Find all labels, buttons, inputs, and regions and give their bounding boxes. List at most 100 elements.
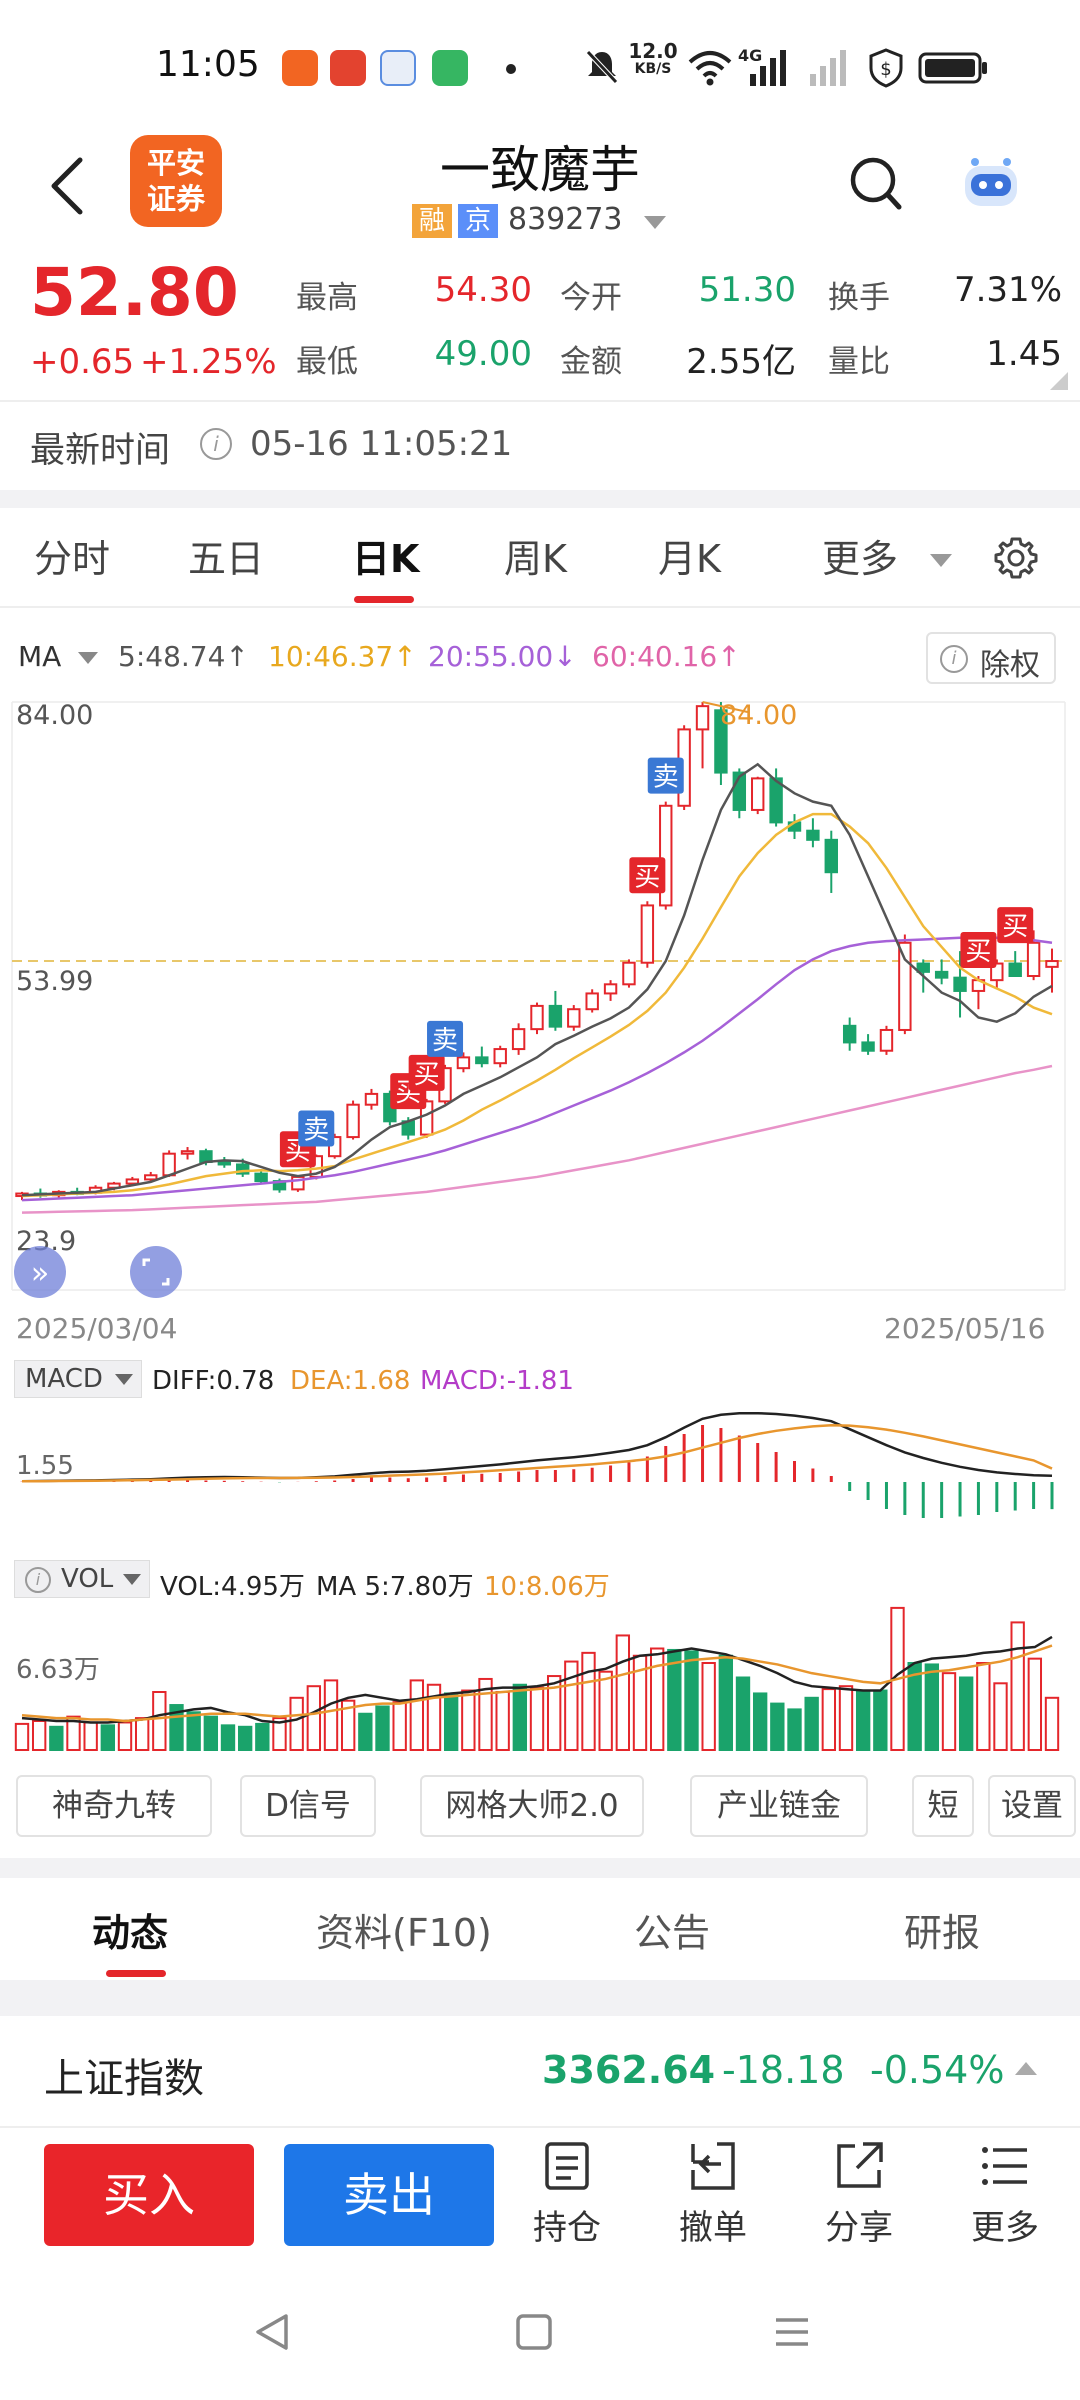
macd-legend: MACD DIFF:0.78 DEA:1.68 MACD:-1.81 xyxy=(0,1360,1080,1400)
candle-body xyxy=(806,829,820,841)
broker-logo-line2: 证券 xyxy=(146,182,205,216)
cancel-order-button[interactable]: 撤单 xyxy=(658,2140,768,2250)
open-label: 今开 xyxy=(560,280,622,316)
vol-bar xyxy=(186,1711,201,1752)
robot-assistant-icon[interactable] xyxy=(955,152,1027,212)
candle-body xyxy=(346,1103,360,1139)
vol-bar xyxy=(443,1692,459,1751)
vol-legend: i VOL VOL:4.95万 MA 5:7.80万 10:8.06万 xyxy=(0,1560,1080,1602)
vol-bar xyxy=(134,1717,150,1751)
volume-chart[interactable]: 6.63万 xyxy=(0,1600,1080,1755)
tab-weekly-k[interactable]: 周K xyxy=(504,537,567,581)
cancel-order-label: 撤单 xyxy=(679,2208,747,2248)
broker-logo[interactable]: 平安 证券 xyxy=(130,135,222,227)
more-button[interactable]: 更多 xyxy=(950,2140,1060,2250)
buy-button[interactable]: 买入 xyxy=(44,2144,254,2246)
candle-body xyxy=(659,804,673,907)
vol-indicator-select[interactable]: i VOL xyxy=(14,1560,150,1598)
candle-body xyxy=(567,1008,581,1028)
tool-settings[interactable]: 设置 xyxy=(988,1775,1076,1837)
ex-rights-button[interactable]: i 除权 xyxy=(926,632,1056,684)
amount-value: 2.55亿 xyxy=(686,342,796,382)
position-icon xyxy=(545,2142,589,2190)
nav-back-icon[interactable] xyxy=(250,2310,294,2354)
vol-bar xyxy=(770,1702,785,1751)
info-icon[interactable]: i xyxy=(200,428,232,460)
tool-d-signal[interactable]: D信号 xyxy=(240,1775,376,1837)
candle-body xyxy=(144,1174,158,1181)
high-label: 最高 xyxy=(296,280,358,316)
battery-icon xyxy=(918,52,987,84)
tab-f10[interactable]: 资料(F10) xyxy=(316,1911,492,1955)
tab-news[interactable]: 动态 xyxy=(92,1911,169,1955)
buy-signal-label: 买 xyxy=(1002,912,1028,942)
caret-down-icon[interactable] xyxy=(78,652,98,664)
vol-ma5: MA 5:7.80万 xyxy=(316,1572,474,1602)
tool-magic-nine[interactable]: 神奇九转 xyxy=(16,1775,212,1837)
macd-indicator-select[interactable]: MACD xyxy=(14,1360,142,1398)
back-icon[interactable] xyxy=(40,146,100,226)
expand-corner-icon[interactable] xyxy=(1050,372,1068,390)
quote-panel: 52.80 +0.65 +1.25% 最高 54.30 今开 51.30 换手 … xyxy=(0,250,1080,400)
amount-label: 金额 xyxy=(560,344,622,380)
candle-body xyxy=(640,904,655,964)
candle-body xyxy=(327,1136,342,1158)
sell-signal-tag xyxy=(298,1110,335,1147)
tool-short[interactable]: 短 xyxy=(912,1775,974,1837)
active-tab-indicator xyxy=(354,596,414,603)
macd-chart[interactable]: 1.55 xyxy=(0,1400,1080,1555)
tab-more[interactable]: 更多 xyxy=(822,537,899,581)
tab-monthly-k[interactable]: 月K xyxy=(658,537,721,581)
stock-code[interactable]: 839273 xyxy=(508,202,623,237)
index-ticker[interactable]: 上证指数 3362.64 -18.18 -0.54% xyxy=(0,2018,1080,2128)
vol-ma10-line xyxy=(21,1644,1053,1723)
fullscreen-icon xyxy=(130,1246,182,1298)
caret-down-icon[interactable] xyxy=(930,554,952,567)
candle-body xyxy=(714,709,728,774)
candle-body xyxy=(824,838,838,874)
ma-label[interactable]: MA xyxy=(18,640,62,673)
vol-bar xyxy=(684,1650,699,1751)
gear-icon[interactable] xyxy=(994,536,1038,580)
signal-icon xyxy=(750,50,786,86)
sell-button[interactable]: 卖出 xyxy=(284,2144,494,2246)
nav-menu-icon[interactable] xyxy=(770,2310,814,2354)
position-button[interactable]: 持仓 xyxy=(512,2140,622,2250)
tool-industry-chain[interactable]: 产业链金 xyxy=(690,1775,868,1837)
candle-body xyxy=(125,1178,140,1185)
vol-bar xyxy=(958,1676,974,1751)
ma20-value: 20:55.00↓ xyxy=(428,640,577,673)
vol-bar xyxy=(461,1689,476,1752)
caret-down-icon xyxy=(123,1574,141,1585)
search-icon[interactable] xyxy=(848,154,904,214)
vol-bar xyxy=(993,1682,1008,1751)
tab-research[interactable]: 研报 xyxy=(904,1911,981,1955)
low-value: 49.00 xyxy=(434,334,532,374)
candle-body xyxy=(1026,941,1041,977)
caret-up-icon[interactable] xyxy=(1015,2062,1037,2075)
vol-bar xyxy=(804,1696,819,1752)
tab-wuri[interactable]: 五日 xyxy=(188,537,265,581)
share-button[interactable]: 分享 xyxy=(804,2140,914,2250)
tab-fenshi[interactable]: 分时 xyxy=(34,537,111,581)
svg-text:$: $ xyxy=(880,59,891,80)
volume-ratio-value: 1.45 xyxy=(986,334,1062,374)
tab-announcements[interactable]: 公告 xyxy=(634,1911,711,1955)
nav-home-icon[interactable] xyxy=(512,2310,556,2354)
macd-diff: DIFF:0.78 xyxy=(152,1366,275,1396)
exchange-tag: 京 xyxy=(458,204,498,238)
candle-body xyxy=(180,1150,195,1155)
vol-bar xyxy=(976,1662,991,1751)
tool-grid-master[interactable]: 网格大师2.0 xyxy=(420,1775,644,1837)
candle-body xyxy=(254,1172,268,1183)
pingan-app-icon xyxy=(282,50,318,86)
vol-bar xyxy=(615,1634,631,1752)
tab-daily-k[interactable]: 日K xyxy=(352,537,420,581)
mute-bell-icon xyxy=(586,50,618,84)
vol-bar xyxy=(581,1651,596,1751)
caret-down-icon[interactable] xyxy=(644,216,666,229)
vol-bar xyxy=(546,1675,562,1751)
latest-time-value: 05-16 11:05:21 xyxy=(250,424,513,464)
vol-bar xyxy=(375,1705,390,1751)
